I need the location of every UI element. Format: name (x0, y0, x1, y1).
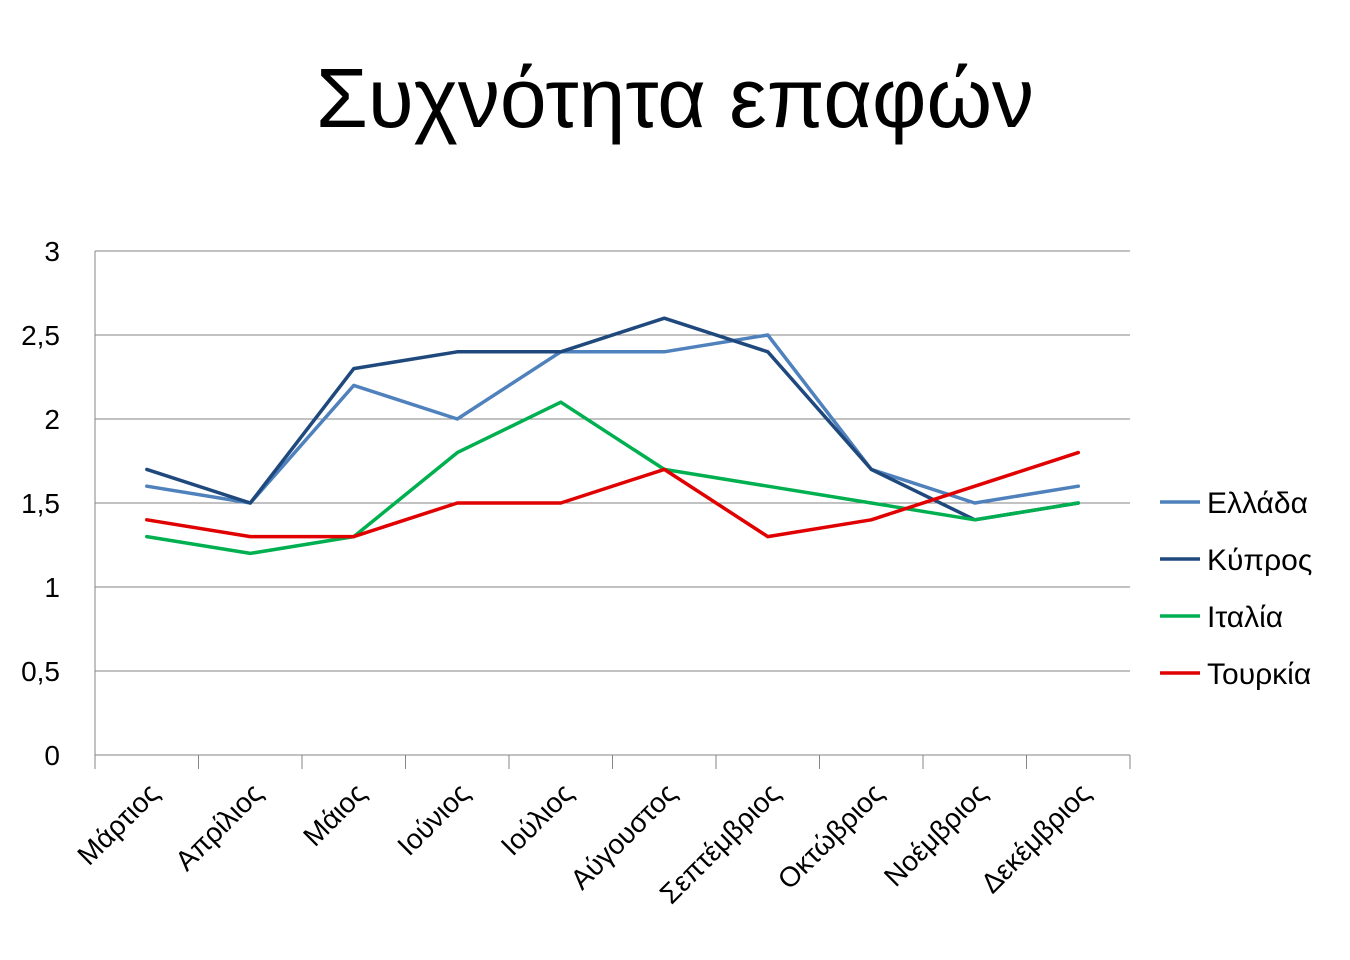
data-point (249, 502, 251, 504)
data-point (353, 536, 355, 538)
data-point (146, 468, 148, 470)
data-point (1077, 452, 1079, 454)
data-point (146, 519, 148, 521)
data-point (663, 317, 665, 319)
y-tick-label: 0,5 (21, 656, 60, 687)
legend-label: Κύπρος (1207, 544, 1312, 577)
y-tick-label: 3 (44, 236, 60, 267)
data-point (663, 351, 665, 353)
data-point (767, 334, 769, 336)
x-tick-label: Μάιος (297, 777, 372, 852)
legend-label: Ιταλία (1207, 601, 1283, 634)
data-point (560, 502, 562, 504)
data-point (456, 418, 458, 420)
data-point (870, 502, 872, 504)
data-point (663, 468, 665, 470)
series-line (145, 450, 1081, 539)
data-point (974, 519, 976, 521)
series-line (145, 333, 1081, 505)
data-point (870, 519, 872, 521)
series-line (145, 400, 1081, 556)
data-point (1077, 502, 1079, 504)
data-point (767, 536, 769, 538)
data-point (456, 452, 458, 454)
data-point (456, 351, 458, 353)
y-tick-label: 1,5 (21, 488, 60, 519)
chart-title: Συχνότητα επαφών (315, 51, 1035, 145)
data-point (1077, 485, 1079, 487)
x-tick-label: Μάρτιος (71, 777, 165, 871)
y-tick-label: 2 (44, 404, 60, 435)
data-point (353, 368, 355, 370)
data-point (767, 351, 769, 353)
data-point (456, 502, 458, 504)
data-point (146, 485, 148, 487)
x-tick-label: Δεκέμβριος (975, 777, 1097, 899)
data-point (767, 485, 769, 487)
data-point (249, 552, 251, 554)
y-tick-label: 2,5 (21, 320, 60, 351)
data-point (353, 384, 355, 386)
data-point (249, 536, 251, 538)
x-tick-label: Ιούλιος (495, 777, 579, 861)
x-tick-label: Απρίλιος (169, 777, 268, 876)
data-point (560, 351, 562, 353)
y-tick-label: 0 (44, 740, 60, 771)
legend-label: Τουρκία (1207, 658, 1311, 691)
legend-label: Ελλάδα (1207, 487, 1308, 520)
x-tick-label: Ιούνιος (391, 777, 475, 861)
data-point (974, 502, 976, 504)
x-tick-label: Οκτώβριος (772, 777, 890, 895)
data-point (560, 401, 562, 403)
series-line (145, 316, 1081, 522)
data-point (870, 468, 872, 470)
y-tick-label: 1 (44, 572, 60, 603)
data-point (974, 485, 976, 487)
data-point (146, 536, 148, 538)
